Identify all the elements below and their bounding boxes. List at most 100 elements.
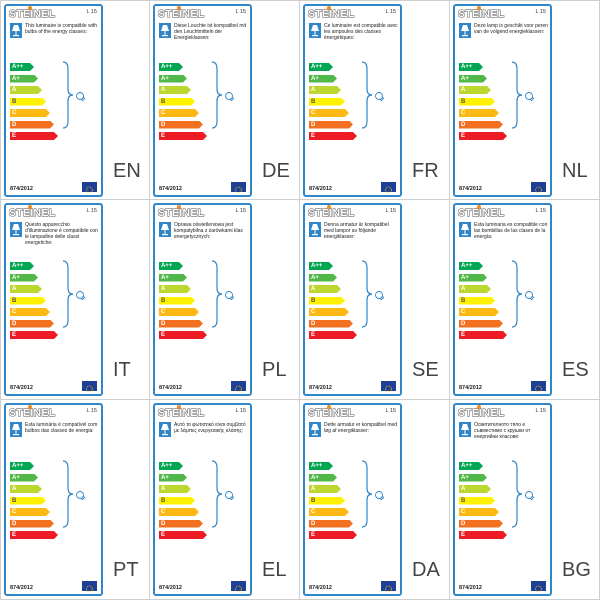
logo-dot-icon bbox=[477, 405, 481, 409]
energy-class-arrow bbox=[459, 508, 499, 516]
compatibility-text: Esta luminária é compatível com bulbos d… bbox=[25, 422, 98, 434]
regulation-number: 874/2012 bbox=[309, 384, 332, 391]
energy-class-arrow bbox=[159, 262, 183, 270]
energy-class-arrow bbox=[309, 63, 333, 71]
energy-class-label: B bbox=[461, 497, 466, 504]
curly-brace-icon bbox=[61, 460, 75, 528]
energy-class-label: A bbox=[161, 87, 166, 93]
label-cell-bg: STEINEL L 15 Осветителното тяло е съвмести… bbox=[450, 400, 600, 600]
energy-class-label: E bbox=[311, 332, 316, 338]
light-bulb-icon bbox=[521, 88, 538, 105]
energy-class-arrow bbox=[10, 496, 46, 505]
light-bulb-icon bbox=[72, 487, 89, 504]
label-cell-da: STEINEL L 15 Dette armatur er kompatibel m… bbox=[300, 400, 450, 600]
energy-class-arrow bbox=[459, 97, 495, 106]
energy-class-label: A++ bbox=[12, 64, 24, 70]
energy-class-arrow bbox=[459, 86, 491, 94]
eu-flag-icon bbox=[381, 182, 396, 194]
energy-class-label: E bbox=[311, 532, 316, 538]
energy-class-arrow bbox=[309, 473, 337, 482]
energy-class-arrow bbox=[159, 63, 183, 71]
label-cell-es: STEINEL L 15 Esta luminaria es compatible … bbox=[450, 200, 600, 400]
energy-class-label: A bbox=[12, 486, 17, 492]
table-lamp-icon bbox=[459, 222, 471, 237]
energy-class-arrow bbox=[159, 319, 203, 328]
energy-class-label: A++ bbox=[12, 463, 24, 469]
energy-class-arrow bbox=[10, 132, 58, 140]
energy-class-arrow bbox=[159, 285, 191, 293]
energy-class-arrow bbox=[309, 508, 349, 516]
table-lamp-icon bbox=[459, 422, 471, 437]
regulation-number: 874/2012 bbox=[309, 584, 332, 591]
energy-class-arrow bbox=[10, 508, 50, 516]
energy-class-label: E bbox=[311, 133, 316, 139]
eu-flag-icon bbox=[531, 381, 546, 393]
brand-logo: STEINEL bbox=[458, 205, 505, 219]
curly-brace-icon bbox=[360, 61, 374, 129]
energy-class-arrow bbox=[159, 531, 207, 539]
energy-class-arrow bbox=[459, 319, 503, 328]
brand-logo: STEINEL bbox=[9, 405, 56, 419]
brand-logo: STEINEL bbox=[9, 205, 56, 219]
logo-dot-icon bbox=[327, 6, 331, 10]
compatibility-text: Esta luminaria es compatible con las bom… bbox=[474, 222, 548, 240]
energy-class-label: A++ bbox=[161, 263, 173, 269]
label-cell-el: STEINEL L 15 Αυτό το φωτιστικό είναι συμβα… bbox=[150, 400, 300, 600]
energy-class-arrow bbox=[309, 296, 345, 305]
language-code: PL bbox=[262, 359, 287, 381]
energy-class-arrow bbox=[459, 296, 495, 305]
language-code: EN bbox=[113, 160, 141, 182]
energy-class-arrow bbox=[159, 74, 187, 83]
energy-class-arrow bbox=[309, 462, 333, 470]
model-number: L 15 bbox=[535, 9, 546, 15]
table-lamp-icon bbox=[309, 222, 321, 237]
regulation-number: 874/2012 bbox=[459, 384, 482, 391]
energy-class-label: C bbox=[161, 509, 166, 515]
light-bulb-icon bbox=[221, 88, 238, 105]
model-number: L 15 bbox=[86, 408, 97, 414]
energy-class-label: E bbox=[461, 133, 466, 139]
table-lamp-icon bbox=[159, 422, 171, 437]
energy-class-label: D bbox=[161, 121, 166, 128]
energy-class-label: B bbox=[161, 98, 166, 105]
energy-label: STEINEL L 15 Deze lamp is geschikt voor pe… bbox=[453, 4, 552, 197]
logo-dot-icon bbox=[28, 6, 32, 10]
energy-class-label: D bbox=[311, 320, 316, 327]
energy-class-label: C bbox=[311, 509, 316, 515]
energy-class-arrow bbox=[10, 308, 50, 316]
brand-logo: STEINEL bbox=[158, 405, 205, 419]
energy-class-label: A bbox=[311, 286, 316, 292]
energy-class-label: A++ bbox=[461, 64, 473, 70]
energy-class-arrow bbox=[309, 531, 357, 539]
energy-class-arrow bbox=[10, 285, 42, 293]
model-number: L 15 bbox=[385, 208, 396, 214]
light-bulb-icon bbox=[371, 287, 388, 304]
energy-class-label: D bbox=[461, 320, 466, 327]
language-code: SE bbox=[412, 359, 439, 381]
energy-class-arrow bbox=[459, 74, 487, 83]
energy-class-label: A+ bbox=[161, 274, 169, 281]
energy-class-label: D bbox=[311, 121, 316, 128]
light-bulb-icon bbox=[72, 88, 89, 105]
energy-class-label: A bbox=[12, 286, 17, 292]
curly-brace-icon bbox=[210, 460, 224, 528]
energy-class-arrow bbox=[10, 519, 54, 528]
model-number: L 15 bbox=[385, 9, 396, 15]
energy-class-label: A+ bbox=[12, 474, 20, 481]
energy-class-arrow bbox=[309, 97, 345, 106]
model-number: L 15 bbox=[535, 408, 546, 414]
energy-class-arrow bbox=[309, 285, 341, 293]
regulation-number: 874/2012 bbox=[159, 185, 182, 192]
energy-class-label: B bbox=[461, 98, 466, 105]
table-lamp-icon bbox=[10, 23, 22, 38]
energy-class-label: A+ bbox=[461, 474, 469, 481]
energy-class-label: D bbox=[12, 121, 17, 128]
table-lamp-icon bbox=[159, 23, 171, 38]
light-bulb-icon bbox=[371, 88, 388, 105]
energy-class-label: C bbox=[161, 110, 166, 116]
table-lamp-icon bbox=[10, 222, 22, 237]
energy-class-arrow bbox=[459, 331, 507, 339]
label-cell-pt: STEINEL L 15 Esta luminária é compatível c… bbox=[0, 400, 150, 600]
label-cell-en: STEINEL L 15 This luminaire is compatible … bbox=[0, 0, 150, 200]
